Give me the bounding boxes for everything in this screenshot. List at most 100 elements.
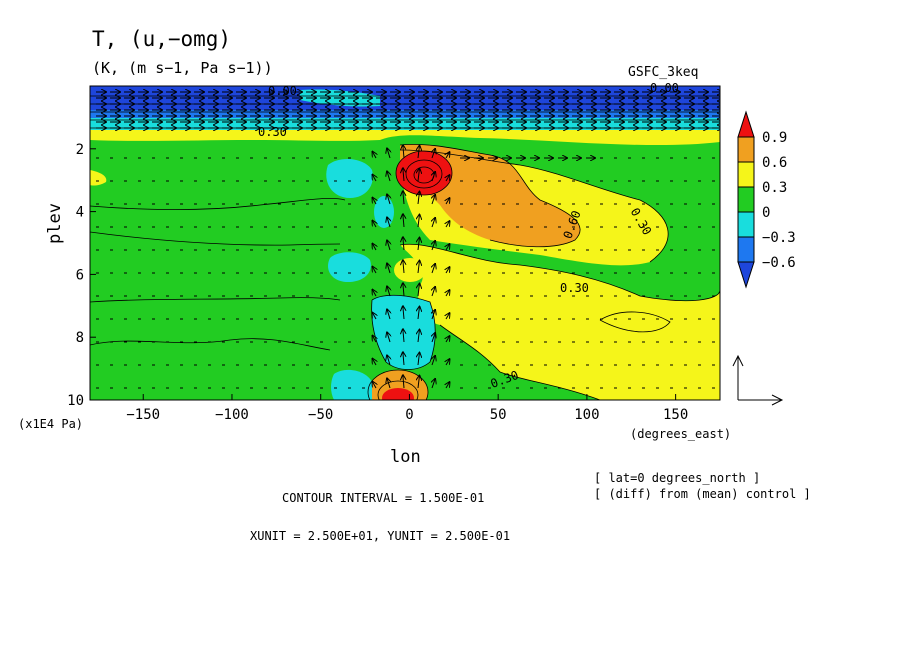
unit-scale: XUNIT = 2.500E+01, YUNIT = 2.500E-01 (250, 529, 510, 543)
y-axis: 2 4 6 8 10 (67, 142, 96, 409)
region-cyan-5 (331, 369, 372, 400)
colorbar-label: 0.6 (762, 155, 787, 171)
vector-arrow (387, 286, 390, 297)
colorbar-label: 0.9 (762, 130, 787, 146)
vector-arrow (387, 148, 390, 159)
y-tick-label: 6 (76, 267, 84, 283)
chart-title: T, (u,−omg) (92, 27, 231, 51)
vector-arrow (446, 359, 449, 366)
contour-label: 0.00 (268, 84, 297, 98)
vector-arrow (432, 172, 435, 182)
model-label: GSFC_3keq (628, 65, 698, 80)
vector-arrow (432, 379, 435, 389)
vector-arrow (446, 244, 449, 251)
vector-arrow (403, 375, 404, 389)
info-diff: [ (diff) from (mean) control ] (594, 487, 811, 501)
vector-arrow (403, 168, 404, 182)
vector-arrow (387, 263, 390, 274)
vector-arrow (432, 264, 435, 274)
vector-arrow (372, 244, 376, 251)
y-axis-label: plev (45, 203, 65, 244)
colorbar-segment (737, 236, 755, 263)
vector-arrow (418, 261, 419, 274)
vector-arrow (418, 376, 419, 389)
vector-arrow (387, 171, 390, 182)
colorbar-segment (737, 136, 755, 163)
y-tick-label: 10 (67, 393, 84, 409)
region-yellow-east (400, 244, 720, 400)
plot-frame (89, 85, 721, 401)
region-cyan-1 (326, 158, 373, 198)
chart-subtitle: (K, (m s−1, Pa s−1)) (92, 59, 273, 77)
vector-arrow (432, 149, 435, 159)
vector-arrow (403, 352, 404, 366)
contour-label: 0.00 (650, 81, 679, 95)
vector-arrow (432, 310, 435, 320)
vector-arrow (372, 313, 376, 320)
y-tick-label: 2 (76, 142, 84, 158)
vector-arrow (446, 290, 449, 297)
contour-label: 0.30 (560, 281, 589, 295)
y-tick-label: 4 (76, 205, 84, 221)
colorbar-label: 0.3 (762, 180, 787, 196)
vector-arrow (432, 333, 435, 343)
x-tick-label: −100 (215, 407, 249, 423)
region-yellow-left (90, 170, 107, 186)
y-axis-unit: (x1E4 Pa) (18, 417, 83, 431)
vector-arrow (446, 382, 449, 389)
vector-arrow (432, 241, 435, 251)
vector-arrow (446, 267, 449, 274)
vector-arrow (403, 306, 404, 320)
vector-arrow (372, 267, 376, 274)
vector-arrow (372, 382, 376, 389)
vector-field (96, 92, 720, 389)
vector-arrow (418, 307, 419, 320)
vector-arrow (403, 145, 404, 159)
vector-arrow (387, 217, 390, 228)
colorbar-segment (737, 186, 755, 213)
vector-arrow (446, 152, 449, 159)
vector-arrow (372, 175, 376, 182)
contour-label: 0.30 (258, 125, 287, 139)
vector-arrow (446, 198, 449, 205)
x-axis-label: lon (390, 447, 421, 467)
vector-arrow (418, 353, 419, 366)
vector-arrow (387, 194, 390, 205)
vector-arrow (372, 290, 376, 297)
x-tick-label: 50 (490, 407, 507, 423)
vector-arrow (403, 329, 404, 343)
x-tick-label: 150 (663, 407, 688, 423)
region-yellow-mid (394, 258, 426, 282)
vector-arrow (387, 355, 390, 366)
vector-arrow (418, 215, 419, 228)
plot-area (90, 86, 720, 400)
x-tick-label: 100 (574, 407, 599, 423)
vector-arrow (372, 336, 376, 343)
vector-arrow (372, 152, 376, 159)
colorbar-label: −0.3 (762, 230, 796, 246)
info-lat: [ lat=0 degrees_north ] (594, 471, 760, 485)
contour-interval: CONTOUR INTERVAL = 1.500E-01 (282, 491, 484, 505)
vector-arrow (418, 146, 419, 159)
vector-arrow (387, 240, 390, 251)
vector-arrow (387, 309, 390, 320)
colorbar-cap-top (737, 110, 755, 138)
vector-arrow (418, 330, 419, 343)
x-axis: −150 −100 −50 0 50 100 150 (126, 394, 688, 423)
vector-arrow (387, 332, 390, 343)
region-cyan-3 (328, 252, 371, 282)
reference-vector (732, 354, 784, 406)
region-cyan-2 (374, 196, 394, 228)
vector-arrow (446, 313, 449, 320)
region-yellow-top-band (90, 130, 720, 146)
vector-arrow (432, 195, 435, 205)
vector-arrow (372, 198, 376, 205)
vector-arrow (446, 175, 449, 182)
vector-arrow (432, 218, 435, 228)
vector-arrow (372, 221, 376, 228)
colorbar-label: −0.6 (762, 255, 796, 271)
colorbar-segment (737, 161, 755, 188)
x-tick-label: 0 (405, 407, 413, 423)
vector-arrow (418, 192, 419, 205)
